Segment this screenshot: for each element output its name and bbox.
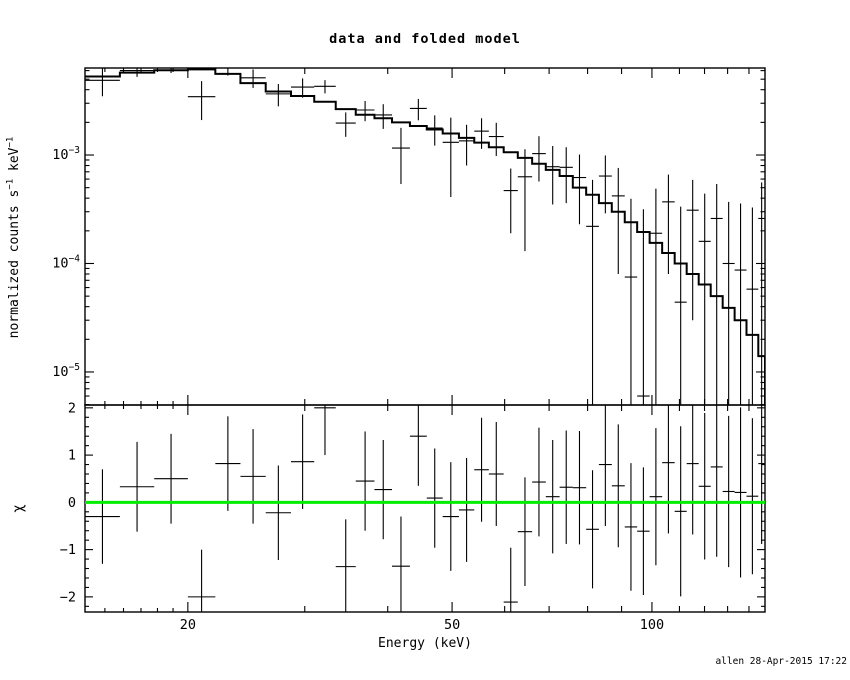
y-axis-label-chi: χ: [10, 504, 27, 513]
x-axis-ticks: [104, 68, 750, 612]
svg-text:10−4: 10−4: [52, 253, 80, 271]
svg-text:20: 20: [180, 617, 196, 633]
y-axis-label-counts: normalized counts s−1 keV−1: [6, 78, 23, 398]
svg-text:−1: −1: [60, 542, 76, 558]
svg-text:50: 50: [444, 617, 460, 633]
counts-tick-labels: 10−3 10−4 10−5: [52, 145, 80, 380]
y-axis-label-sup2: −1: [5, 136, 16, 148]
y-axis-label-sup1: −1: [5, 178, 16, 190]
panel-frames: [84, 67, 766, 613]
chi-axis-ticks: [85, 407, 765, 607]
svg-text:10−3: 10−3: [52, 145, 80, 163]
svg-text:0: 0: [68, 495, 76, 511]
residual-data-points: [85, 405, 765, 612]
y-axis-label-text: normalized counts s: [6, 189, 22, 339]
svg-text:2: 2: [68, 400, 76, 416]
model-step-line: [85, 68, 765, 405]
y-axis-label-text2: keV: [6, 147, 22, 179]
svg-text:10−5: 10−5: [52, 362, 80, 380]
x-tick-labels: 20 50 100: [180, 617, 664, 633]
spectrum-data-points: [85, 68, 765, 405]
plot-title: data and folded model: [329, 31, 521, 47]
timestamp: allen 28-Apr-2015 17:22: [715, 656, 847, 667]
svg-text:1: 1: [68, 448, 76, 464]
svg-text:−2: −2: [60, 589, 76, 605]
chi-tick-labels: 2 1 0 −1 −2: [60, 400, 76, 605]
svg-text:100: 100: [640, 617, 664, 633]
x-axis-label: Energy (keV): [378, 636, 472, 651]
counts-axis-ticks: [85, 70, 765, 406]
